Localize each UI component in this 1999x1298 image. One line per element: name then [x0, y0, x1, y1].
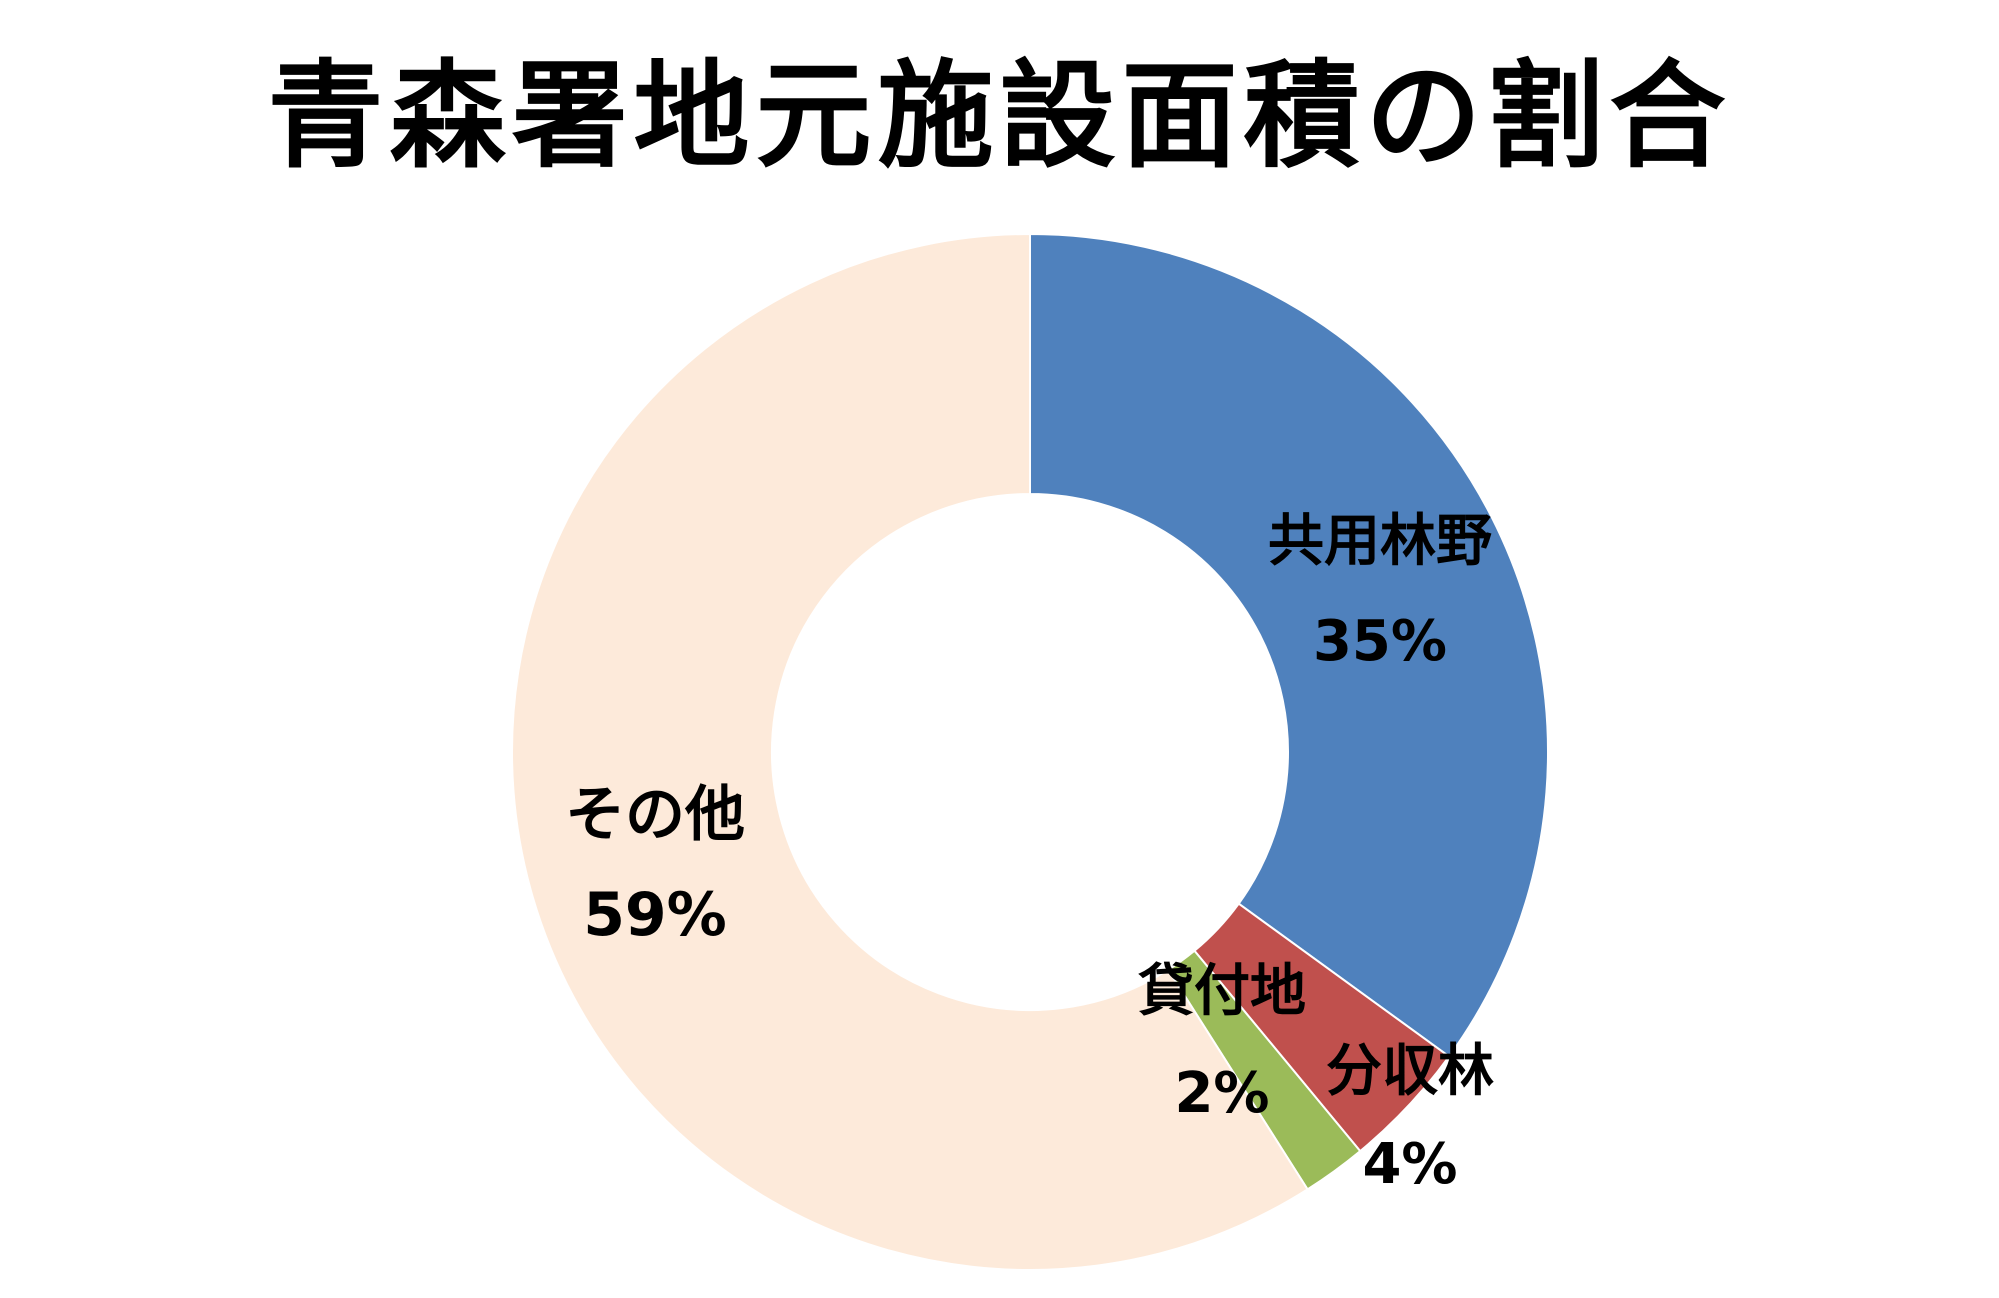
slice-3 [511, 232, 1309, 1271]
slice-value-label: 4% [1362, 1132, 1457, 1197]
slice-value-label: 35% [1313, 609, 1447, 674]
slice-0 [1029, 232, 1549, 1058]
slice-name-label: 共用林野 [1268, 509, 1492, 574]
slice-name-label: その他 [565, 780, 745, 850]
slice-name-label: 貸付地 [1138, 959, 1306, 1024]
slice-value-label: 2% [1174, 1061, 1269, 1126]
slice-name-label: 分収林 [1326, 1039, 1494, 1104]
slice-labels: 共用林野 35% 分収林 4% 貸付地 2% その他 59% [565, 509, 1494, 1197]
donut-slices [511, 232, 1549, 1271]
slice-value-label: 59% [583, 880, 727, 950]
chart-title: 青森署地元施設面積の割合 [267, 49, 1732, 184]
